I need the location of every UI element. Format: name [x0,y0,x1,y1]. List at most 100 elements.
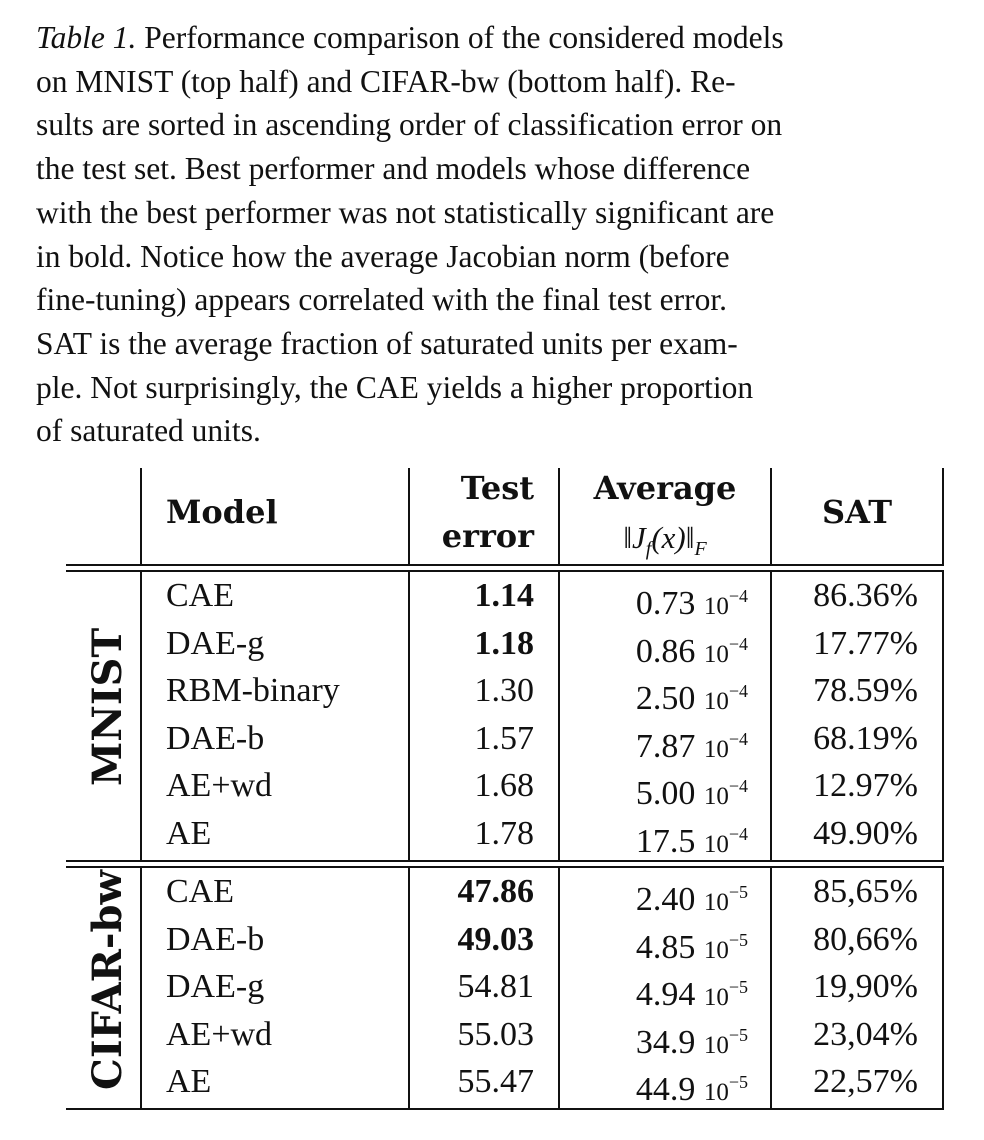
caption-line: of saturated units. [36,413,261,449]
jacobian-mantissa: 44.9 [635,1071,696,1109]
jacobian-norm-value: 0.73 10−4 [560,574,748,629]
caption-line: ple. Not surprisingly, the CAE yields a … [36,369,754,405]
test-error-value: 54.81 [457,968,535,1006]
rule-col-cifar-4 [942,866,944,1108]
rule-col-head-1 [408,468,410,564]
model-name: AE [166,815,212,852]
rule-col-cifar-1 [408,866,410,1108]
norm-symbol: ‖J [623,520,646,555]
test-error-value: 49.03 [457,920,535,958]
rule-col-cifar-0 [140,866,142,1108]
caption-line: in bold. Notice how the average Jacobian… [36,238,730,274]
model-name: RBM-binary [166,672,340,710]
caption-line: fine-tuning) appears correlated with the… [36,282,727,318]
table-caption: Table 1. Performance comparison of the c… [36,16,972,453]
group-label-mnist: MNIST [84,627,131,786]
jacobian-exponent: 10−5 [703,1024,748,1059]
test-error-value: 55.47 [457,1063,535,1101]
sat-value: 49.90% [813,815,918,852]
jacobian-exponent: 10−4 [703,824,748,858]
model-name: DAE-b [166,920,265,958]
sat-value: 19,90% [813,968,918,1006]
jacobian-mantissa: 0.73 [635,585,696,622]
sat-value: 78.59% [813,672,918,710]
rule-header-bottom-2 [66,570,944,572]
jacobian-exponent: 10−4 [703,728,748,763]
rule-group-sep-2 [66,866,944,868]
jacobian-exponent: 10−5 [703,1072,748,1107]
rule-col-mnist-2 [558,570,560,860]
test-error-value: 1.57 [474,719,535,757]
test-error-value: 47.86 [457,873,535,910]
rule-header-bottom-1 [66,564,944,566]
rule-bottom [66,1108,944,1110]
caption-line: with the best performer was not statisti… [36,194,775,230]
rule-col-head-2 [558,468,560,564]
test-error-value: 1.78 [474,815,535,852]
sat-value: 85,65% [813,873,918,910]
header-average-line1: Average [593,469,737,507]
jacobian-norm-value: 4.94 10−5 [560,965,748,1020]
header-sat: SAT [822,493,892,531]
jacobian-exponent: 10−4 [703,776,748,811]
jacobian-mantissa: 17.5 [635,823,696,860]
rule-col-head-0 [140,468,142,564]
rule-col-mnist-0 [140,570,142,860]
caption-line: on MNIST (top half) and CIFAR-bw (bottom… [36,63,736,99]
caption-line: the test set. Best performer and models … [36,151,751,187]
jacobian-mantissa: 0.86 [635,632,696,670]
jacobian-exponent: 10−4 [703,681,748,716]
jacobian-norm-value: 2.40 10−5 [560,870,748,925]
rule-col-cifar-2 [558,866,560,1108]
header-jacobian-norm: ‖Jf(x)‖F [562,516,768,571]
jacobian-norm-value: 4.85 10−5 [560,918,748,973]
sat-value: 86.36% [813,577,918,614]
rule-col-head-4 [942,468,944,564]
header-model: Model [166,493,278,531]
jacobian-norm-value: 0.86 10−4 [560,622,748,677]
jacobian-norm-value: 34.9 10−5 [560,1013,748,1068]
rule-col-mnist-1 [408,570,410,860]
sat-value: 23,04% [813,1015,918,1053]
jacobian-mantissa: 7.87 [635,727,696,765]
jacobian-exponent: 10−5 [703,977,748,1012]
jacobian-exponent: 10−5 [703,882,748,916]
jacobian-exponent: 10−4 [703,633,748,668]
model-name: DAE-g [166,624,265,662]
norm-F: F [694,538,707,561]
norm-subscript: f [645,538,652,561]
test-error-value: 1.30 [474,672,535,710]
jacobian-mantissa: 4.94 [635,976,696,1014]
model-name: AE+wd [166,1015,273,1053]
sat-value: 68.19% [813,719,918,757]
header-test-error-line1: Test [460,469,534,507]
jacobian-mantissa: 5.00 [635,775,696,813]
caption-label: Table 1. [36,20,137,55]
jacobian-norm-value: 2.50 10−4 [560,669,748,724]
test-error-value: 1.68 [474,767,535,805]
rule-col-mnist-3 [770,570,772,860]
test-error-value: 1.14 [474,577,535,614]
jacobian-mantissa: 2.50 [635,680,696,718]
model-name: DAE-g [166,968,265,1006]
norm-rest: (x)‖ [651,520,695,555]
jacobian-norm-value: 17.5 10−4 [560,812,748,867]
sat-value: 17.77% [813,624,918,662]
jacobian-norm-value: 44.9 10−5 [560,1060,748,1115]
model-name: AE+wd [166,767,273,805]
header-test-error-line2: error [441,517,534,555]
model-name: CAE [166,577,234,614]
group-label-cifar: CIFAR-bw [84,870,131,1090]
sat-value: 12.97% [813,767,918,805]
sat-value: 80,66% [813,920,918,958]
model-name: DAE-b [166,719,265,757]
rule-col-head-3 [770,468,772,564]
caption-line: sults are sorted in ascending order of c… [36,107,783,143]
model-name: CAE [166,873,234,910]
jacobian-exponent: 10−4 [703,586,748,620]
caption-line: SAT is the average fraction of saturated… [36,325,738,361]
rule-col-mnist-4 [942,570,944,860]
rule-col-cifar-3 [770,866,772,1108]
rule-group-sep-1 [66,860,944,862]
jacobian-norm-value: 5.00 10−4 [560,764,748,819]
